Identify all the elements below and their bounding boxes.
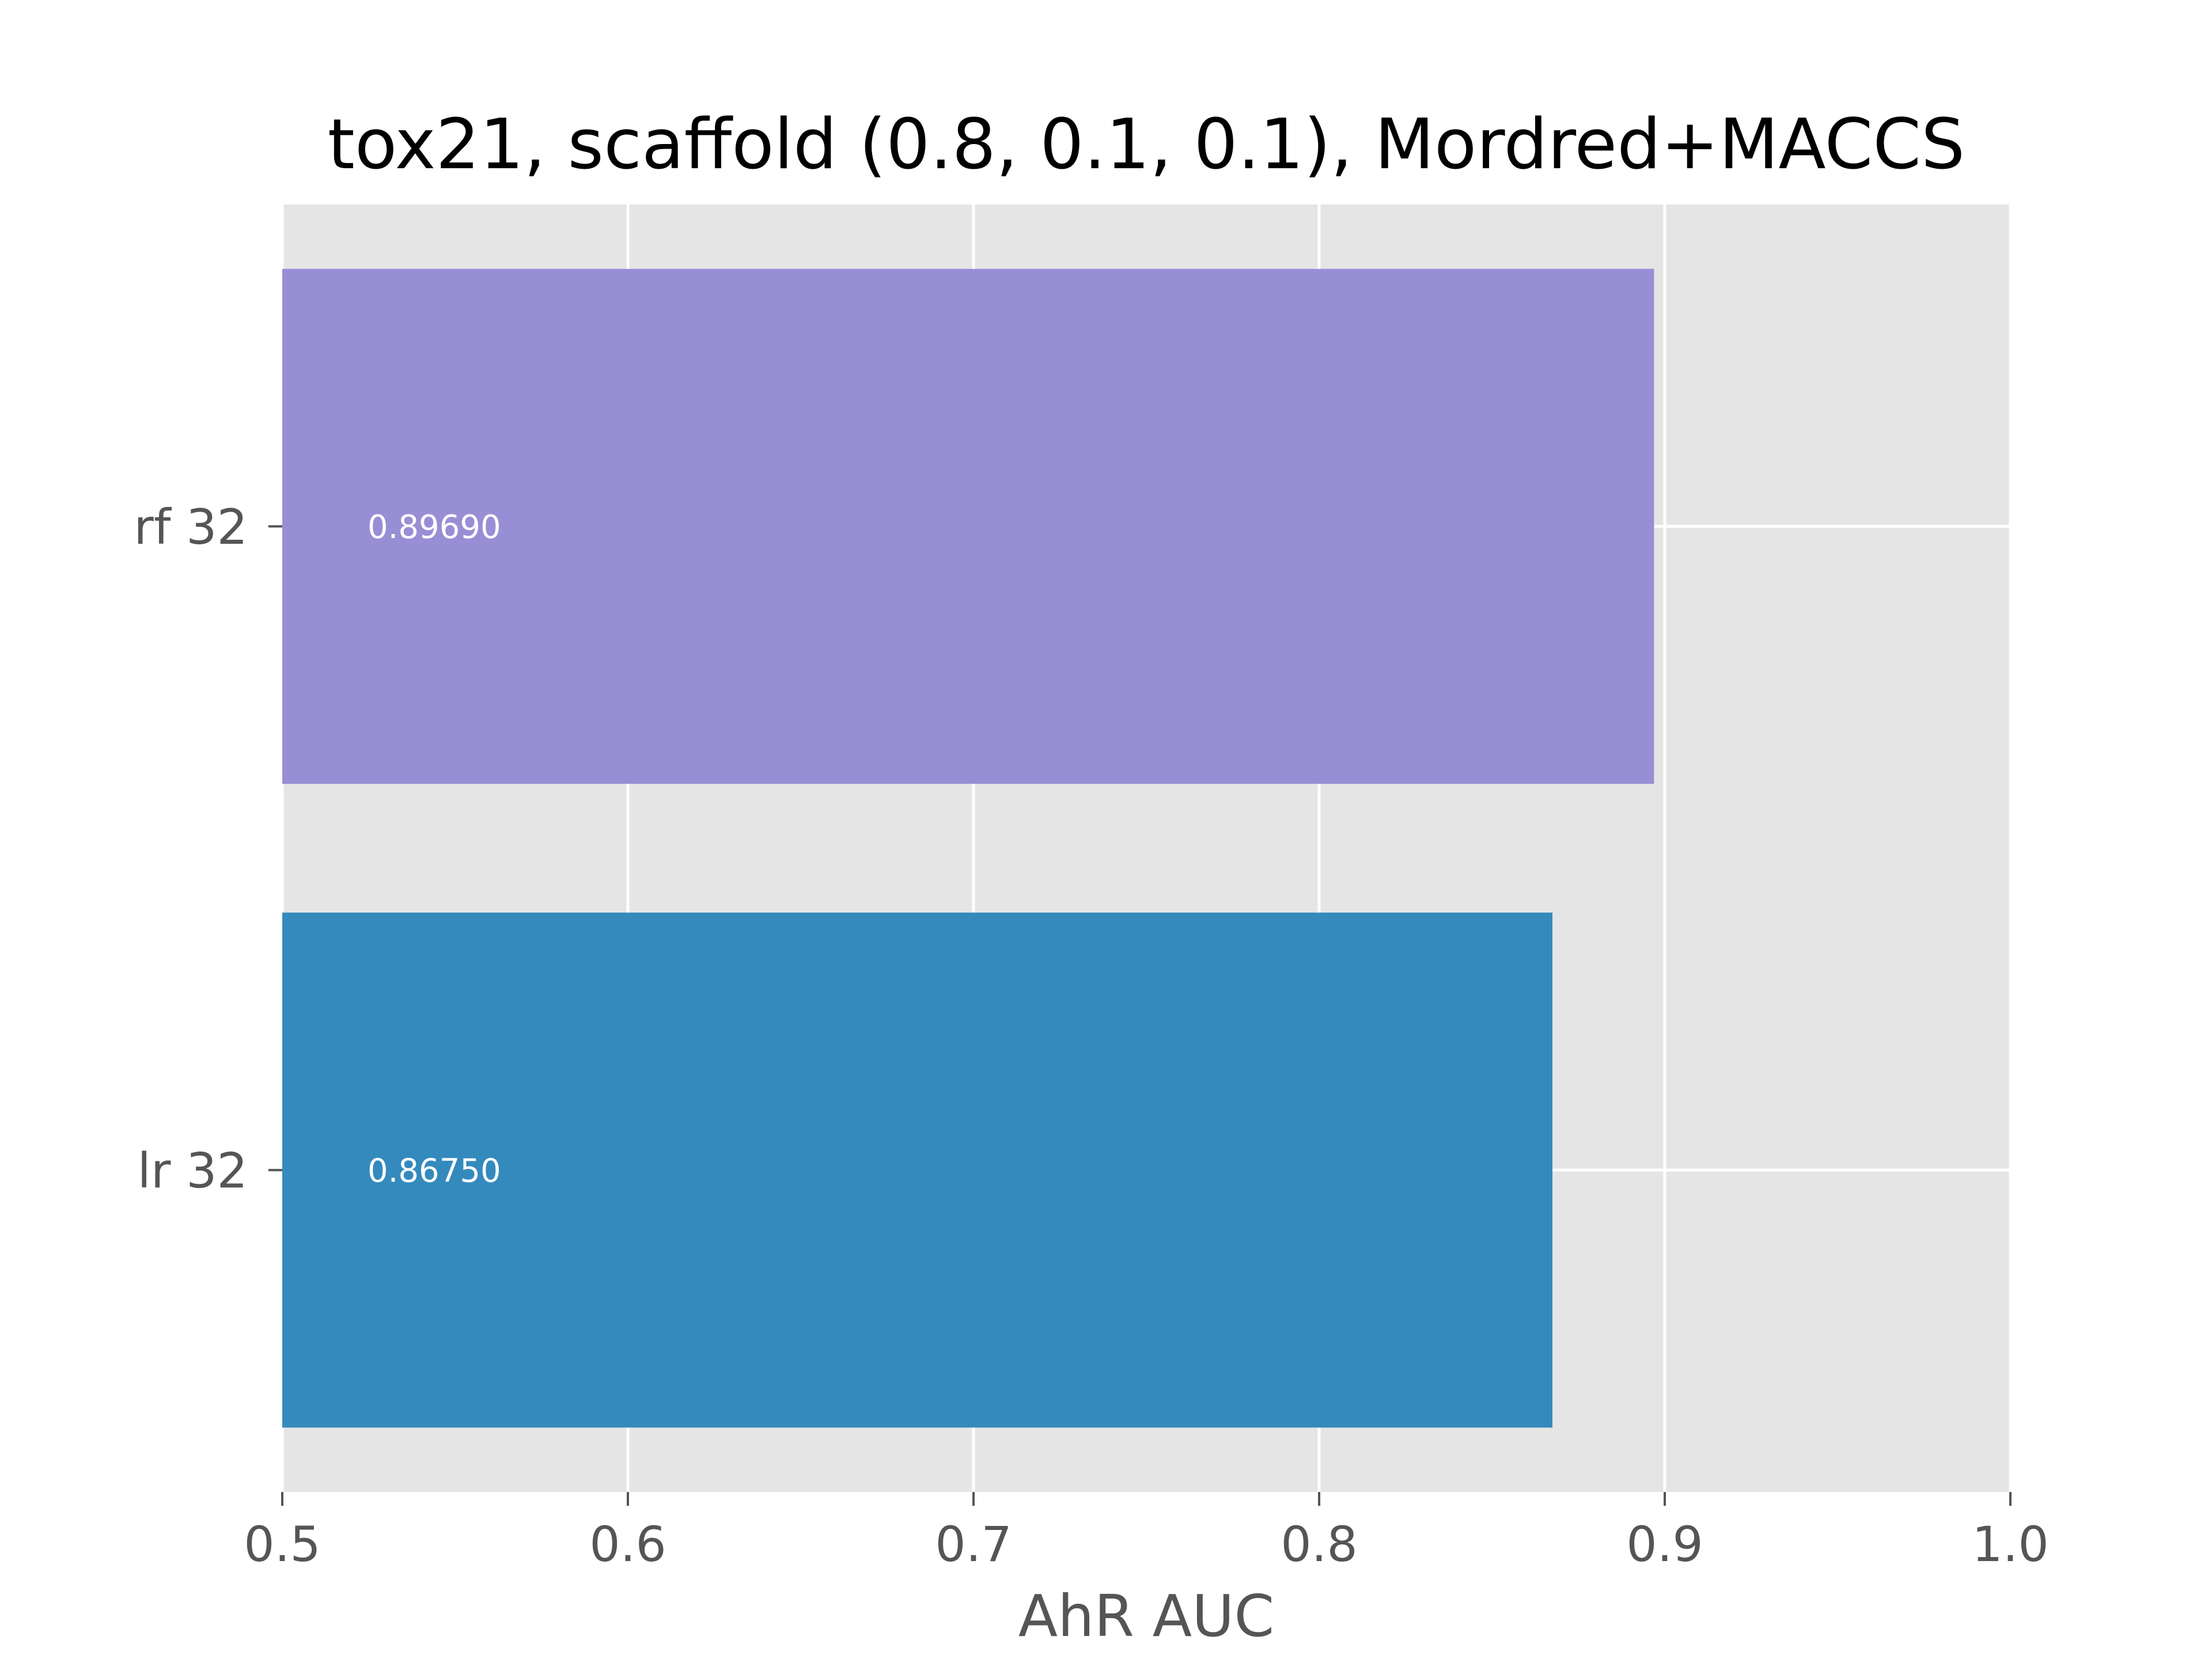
x-tick-label: 0.9: [1626, 1516, 1703, 1573]
y-tick-label: rf 32: [134, 499, 248, 555]
bar-lr-32: [282, 912, 1552, 1428]
x-tick-label: 1.0: [1972, 1516, 2049, 1573]
x-tick-label: 0.6: [589, 1516, 666, 1573]
x-tick-label: 0.7: [935, 1516, 1012, 1573]
x-tick-label: 0.8: [1281, 1516, 1358, 1573]
bar-value-label: 0.89690: [368, 509, 501, 546]
x-tick-label: 0.5: [244, 1516, 321, 1573]
bars: [282, 268, 1654, 1428]
bar-value-labels: 0.86750 0.89690: [368, 509, 501, 1190]
axes: 0.5 0.6 0.7 0.8 0.9 1.0 lr 32 rf 32: [134, 499, 2049, 1573]
chart-title: tox21, scaffold (0.8, 0.1, 0.1), Mordred…: [328, 105, 1965, 185]
x-axis-label: AhR AUC: [1018, 1582, 1274, 1650]
bar-value-label: 0.86750: [368, 1152, 501, 1190]
bar-rf-32: [282, 268, 1654, 784]
y-tick-label: lr 32: [138, 1142, 248, 1199]
